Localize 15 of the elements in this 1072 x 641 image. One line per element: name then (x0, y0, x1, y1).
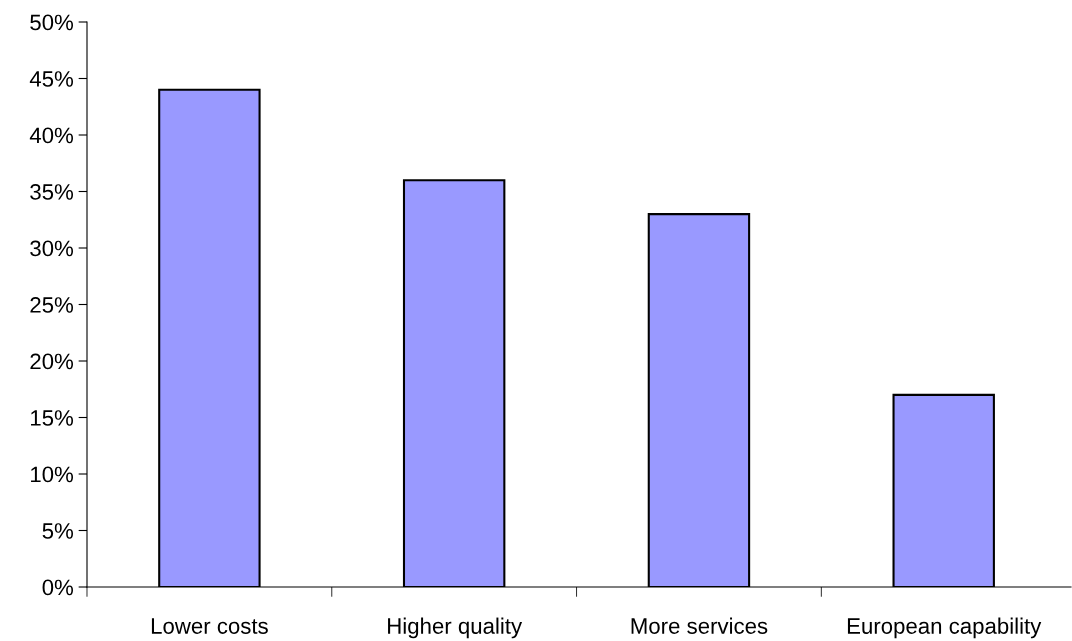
y-tick-label: 35% (30, 184, 74, 200)
y-tick-label: 40% (29, 127, 74, 144)
y-tick-label: 5% (42, 523, 74, 539)
y-tick-label: 50% (30, 14, 74, 31)
y-tick-label: 25% (30, 297, 74, 313)
y-tick-label: 0% (42, 579, 74, 596)
y-tick-label: 15% (31, 410, 74, 426)
y-tick-label: 10% (31, 466, 74, 483)
y-tick-label: 20% (30, 353, 74, 370)
y-tick-label: 45% (29, 71, 74, 87)
x-tick-label: Higher quality (388, 617, 523, 639)
x-tick-label: European capability (847, 617, 1042, 639)
x-tick-label: Lower costs (151, 618, 268, 634)
x-tick-label: More services (631, 617, 768, 634)
y-tick-label: 30% (30, 240, 74, 257)
